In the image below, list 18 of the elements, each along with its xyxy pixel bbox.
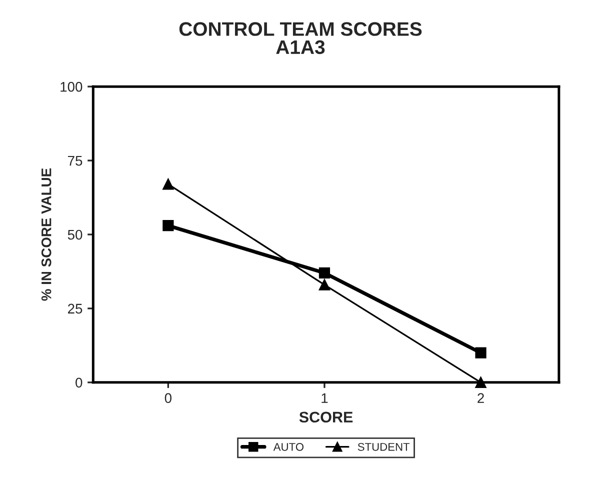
point — [162, 178, 174, 190]
legend-label: STUDENT — [358, 442, 410, 451]
y-tick-label: 25 — [68, 304, 82, 314]
y-tick-label: 100 — [60, 82, 82, 92]
legend-label: AUTO — [273, 442, 304, 451]
point — [475, 347, 486, 358]
y-axis-title: % IN SCORE VALUE — [41, 168, 52, 301]
x-axis-title: SCORE — [299, 412, 353, 423]
x-tick-label: 1 — [322, 393, 328, 403]
chart-title: CONTROL TEAM SCORES A1A3 — [179, 22, 422, 54]
point — [162, 220, 174, 232]
y-tick-label: 0 — [76, 378, 82, 388]
x-tick-label: 2 — [478, 393, 484, 403]
y-tick-label: 75 — [68, 156, 82, 166]
point — [318, 267, 330, 278]
x-tick-label: 0 — [164, 393, 172, 404]
y-tick-label: 50 — [68, 230, 82, 240]
point — [318, 279, 330, 290]
